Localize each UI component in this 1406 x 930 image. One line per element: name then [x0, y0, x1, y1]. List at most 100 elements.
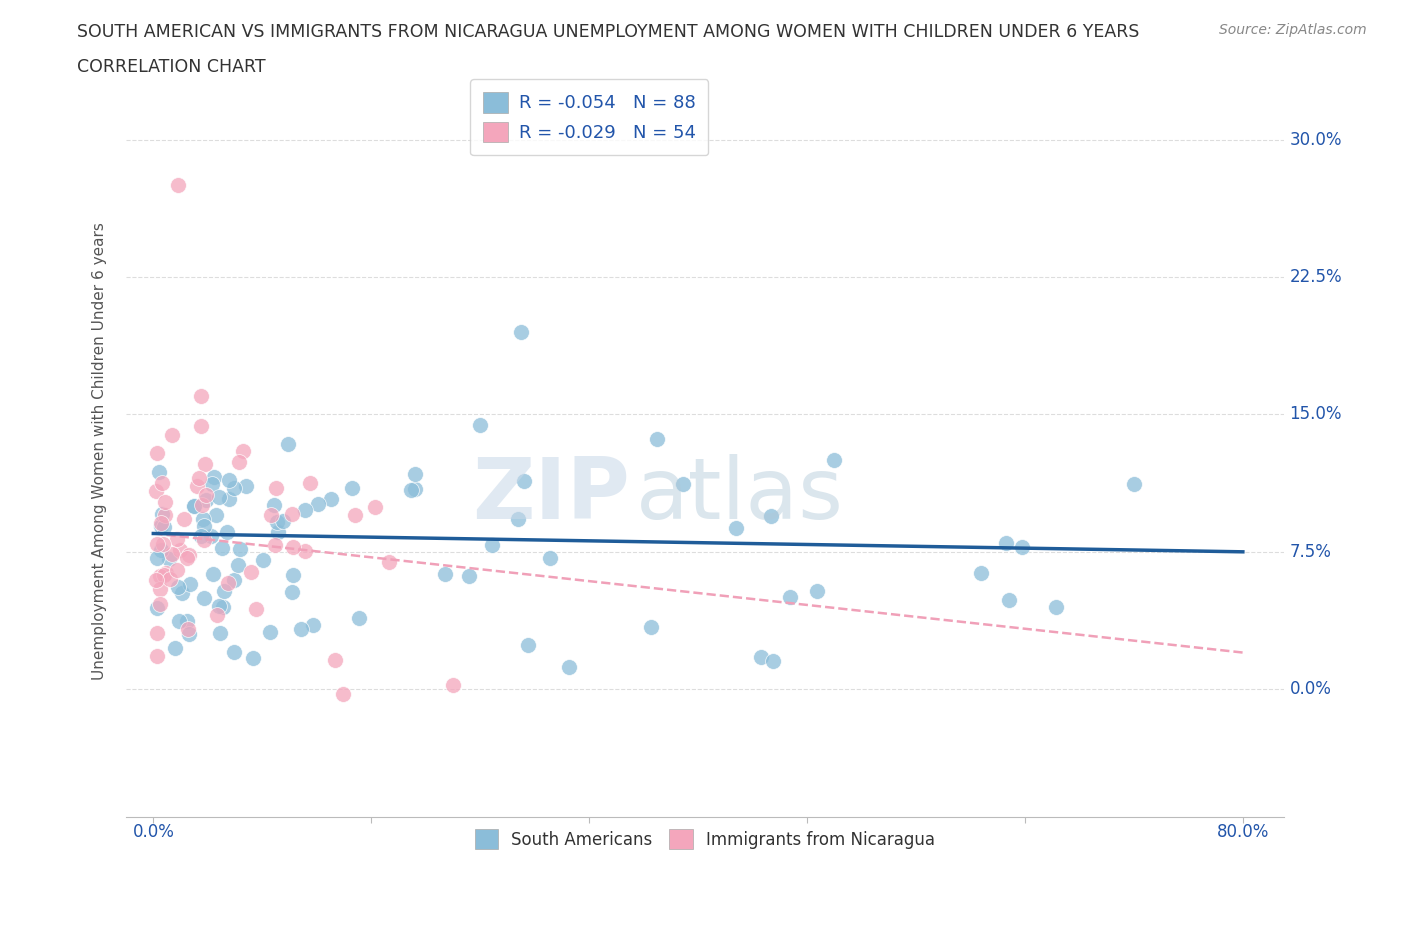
Point: [208, 490, 231, 505]
Point: [159, 572, 181, 587]
Point: [202, 469, 225, 484]
Point: [513, 474, 536, 489]
Point: [319, 491, 342, 506]
Point: [332, 687, 354, 702]
Point: [157, 551, 180, 566]
Point: [1122, 476, 1144, 491]
Point: [193, 591, 215, 605]
Point: [153, 519, 176, 534]
Point: [179, 577, 201, 591]
Point: [145, 573, 167, 588]
Point: [344, 507, 367, 522]
Point: [232, 444, 254, 458]
Point: [266, 514, 288, 529]
Point: [149, 568, 172, 583]
Point: [294, 544, 316, 559]
Point: [364, 499, 387, 514]
Point: [806, 584, 828, 599]
Text: Source: ZipAtlas.com: Source: ZipAtlas.com: [1219, 23, 1367, 37]
Point: [823, 453, 845, 468]
Point: [190, 498, 212, 512]
Point: [401, 483, 423, 498]
Point: [290, 621, 312, 636]
Point: [160, 428, 183, 443]
Point: [218, 472, 240, 487]
Point: [640, 619, 662, 634]
Point: [209, 626, 232, 641]
Point: [176, 551, 198, 565]
Text: SOUTH AMERICAN VS IMMIGRANTS FROM NICARAGUA UNEMPLOYMENT AMONG WOMEN WITH CHILDR: SOUTH AMERICAN VS IMMIGRANTS FROM NICARA…: [77, 23, 1140, 41]
Point: [645, 432, 668, 446]
Point: [145, 483, 167, 498]
Point: [242, 651, 264, 666]
Point: [264, 538, 287, 552]
Point: [150, 506, 173, 521]
Legend: South Americans, Immigrants from Nicaragua: South Americans, Immigrants from Nicarag…: [463, 817, 946, 860]
Point: [222, 480, 245, 495]
Point: [672, 477, 695, 492]
Point: [149, 515, 172, 530]
Point: [218, 492, 240, 507]
Point: [146, 625, 169, 640]
Point: [211, 540, 233, 555]
Text: 7.5%: 7.5%: [1289, 543, 1331, 561]
Point: [325, 652, 347, 667]
Point: [458, 569, 481, 584]
Point: [229, 541, 252, 556]
Text: 15.0%: 15.0%: [1289, 405, 1341, 423]
Point: [187, 471, 209, 485]
Point: [481, 538, 503, 553]
Point: [779, 590, 801, 604]
Point: [240, 565, 263, 579]
Point: [193, 532, 215, 547]
Point: [205, 507, 228, 522]
Point: [166, 532, 188, 547]
Point: [267, 525, 290, 539]
Point: [294, 503, 316, 518]
Point: [997, 592, 1019, 607]
Text: 22.5%: 22.5%: [1289, 268, 1343, 286]
Point: [148, 465, 170, 480]
Point: [301, 618, 323, 632]
Point: [759, 509, 782, 524]
Text: ZIP: ZIP: [472, 454, 630, 537]
Point: [163, 641, 186, 656]
Text: 80.0%: 80.0%: [1216, 823, 1270, 841]
Point: [200, 528, 222, 543]
Point: [146, 601, 169, 616]
Text: 30.0%: 30.0%: [1289, 131, 1341, 149]
Point: [186, 478, 208, 493]
Point: [190, 418, 212, 433]
Point: [153, 508, 176, 523]
Point: [166, 563, 188, 578]
Point: [298, 476, 321, 491]
Point: [751, 649, 773, 664]
Point: [194, 457, 217, 472]
Point: [212, 599, 235, 614]
Point: [155, 495, 177, 510]
Point: [263, 498, 285, 512]
Point: [217, 576, 239, 591]
Point: [201, 476, 224, 491]
Point: [1045, 600, 1067, 615]
Point: [145, 446, 167, 461]
Point: [228, 455, 250, 470]
Point: [176, 614, 198, 629]
Point: [173, 512, 195, 526]
Point: [145, 649, 167, 664]
Point: [194, 493, 217, 508]
Point: [155, 565, 177, 580]
Point: [169, 543, 191, 558]
Point: [468, 418, 491, 432]
Point: [271, 514, 294, 529]
Text: 0.0%: 0.0%: [132, 823, 174, 841]
Point: [222, 572, 245, 587]
Point: [441, 677, 464, 692]
Point: [170, 585, 193, 600]
Point: [202, 567, 225, 582]
Point: [162, 546, 184, 561]
Point: [193, 518, 215, 533]
Point: [510, 325, 533, 339]
Point: [260, 508, 283, 523]
Point: [283, 540, 305, 555]
